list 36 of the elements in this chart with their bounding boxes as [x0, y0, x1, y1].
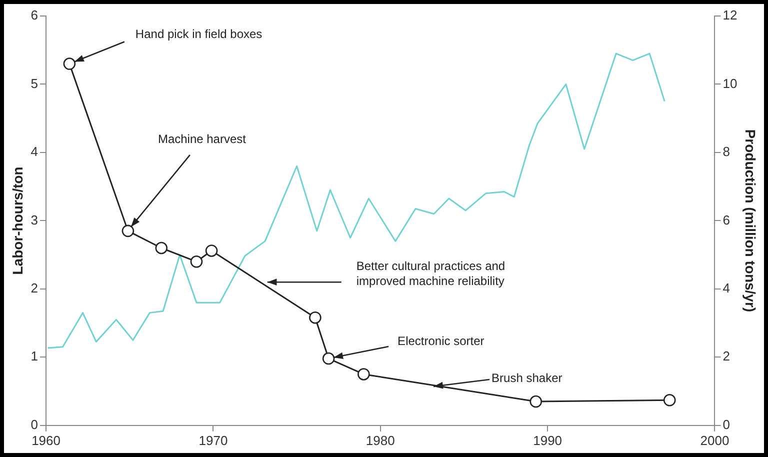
x-tick-label: 1960: [32, 432, 60, 448]
y-tick-label: 4: [30, 144, 38, 160]
y-tick-label: 1: [30, 348, 38, 364]
point: [358, 368, 370, 380]
annotation: Electronic sorter: [398, 334, 484, 348]
point: [190, 255, 203, 268]
annotation: Machine harvest: [158, 132, 247, 146]
x-tick-label: 1970: [198, 432, 228, 448]
y2-axis-title: Production (million tons/yr): [742, 129, 759, 312]
y-tick-label: 0: [30, 416, 38, 432]
annotation: Better cultural practices and improved machine reliability: [356, 258, 506, 288]
x-tick-label: 1980: [366, 432, 395, 448]
point: [322, 352, 335, 365]
y-axis-title: Labor-hours/ton: [9, 166, 26, 275]
point: [122, 224, 134, 238]
x-tick-label: 1990: [533, 432, 562, 448]
y-tick-label: 3: [30, 212, 38, 228]
y2-tick-label: 6: [722, 212, 730, 228]
y2-tick-label: 12: [722, 8, 738, 23]
point: [155, 242, 168, 254]
point: [309, 311, 322, 324]
point: [205, 244, 218, 257]
y-tick-label: 2: [30, 280, 38, 296]
y2-tick-label: 8: [722, 144, 730, 160]
y2-tick-label: 4: [722, 280, 730, 296]
annotation: Hand pick in field boxes: [135, 27, 262, 42]
x-tick-label: 2000: [700, 432, 730, 448]
annotation: Brush shaker: [492, 370, 562, 385]
y2-tick-label: 0: [722, 416, 730, 432]
point: [663, 394, 676, 406]
y2-tick-label: 2: [722, 348, 730, 364]
y-tick-label: 6: [30, 8, 38, 23]
point: [63, 58, 76, 70]
y2-tick-label: 10: [722, 76, 738, 91]
point: [530, 395, 542, 408]
y-tick-label: 5: [30, 76, 38, 91]
